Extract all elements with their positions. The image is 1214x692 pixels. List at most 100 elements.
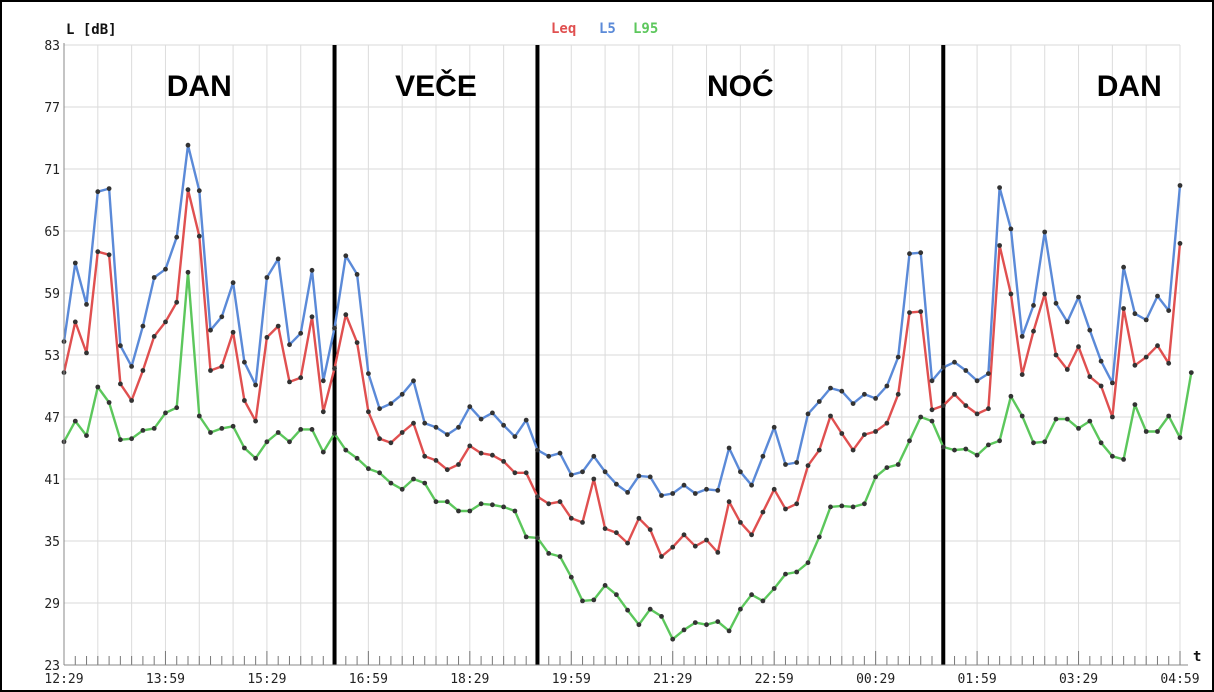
data-point-leq [805,463,811,468]
data-point-l5 [873,396,878,401]
series-leq [61,187,1183,559]
data-point-leq [726,499,732,505]
y-tick-label: 77 [44,101,60,116]
data-point-leq [422,453,428,459]
data-point-l5 [196,188,202,194]
data-point-l5 [332,325,337,331]
data-point-leq [546,501,552,507]
data-point-leq [783,506,788,512]
data-point-l95 [783,571,788,577]
data-point-l5 [287,342,292,348]
data-point-leq [636,515,642,521]
period-dividers: DAN VEČE NOĆ DAN [167,45,1162,665]
data-point-l5 [208,327,213,333]
data-point-l95 [422,480,428,486]
data-point-leq [535,494,540,499]
data-point-l95 [523,534,529,540]
data-point-l95 [163,410,168,416]
data-point-l95 [129,436,135,442]
y-tick-label: 47 [44,411,60,426]
data-point-l95 [151,426,157,431]
data-point-leq [332,366,337,371]
data-point-leq [1177,241,1183,246]
data-point-l5 [174,234,180,240]
data-point-l5 [95,189,101,195]
data-point-l95 [512,508,518,514]
x-tick-label: 19:59 [552,672,591,687]
data-point-leq [309,314,315,320]
data-point-l5 [907,251,912,257]
data-point-l5 [1121,264,1126,270]
series-l5 [61,142,1183,498]
data-point-l95 [535,535,540,541]
data-point-l5 [895,354,901,360]
data-point-l5 [411,378,416,384]
data-point-l5 [816,399,822,404]
data-point-l5 [298,330,304,336]
data-point-l95 [862,501,867,507]
y-tick-label: 41 [44,473,60,488]
data-point-l95 [918,414,924,420]
data-point-l95 [839,503,845,509]
data-point-leq [1008,291,1014,297]
x-tick-label: 04:59 [1160,672,1199,687]
data-point-l95 [490,502,495,508]
data-point-l5 [884,383,890,389]
period-label: VEČE [395,69,477,103]
data-point-l95 [929,418,935,424]
data-point-leq [399,430,405,435]
data-point-l5 [738,469,743,475]
data-point-l95 [377,470,382,476]
data-point-leq [298,375,304,381]
data-point-l5 [1143,317,1149,323]
data-point-l95 [320,449,326,455]
data-point-leq [151,334,157,339]
data-point-leq [106,252,112,258]
data-point-l95 [309,427,315,432]
data-point-leq [208,368,213,373]
data-point-l95 [174,405,180,411]
data-point-l5 [366,371,371,376]
data-point-leq [1076,344,1081,350]
data-point-l95 [444,499,450,505]
axis-labels: 23 29 35 41 47 53 59 65 71 77 83 12:29 13:59 15:29 16:… [44,39,1199,687]
data-point-l95 [884,465,890,470]
data-point-leq [681,532,687,538]
data-point-leq [354,340,360,345]
data-point-l95 [1087,418,1093,424]
period-label: DAN [167,70,232,103]
data-point-leq [816,447,822,453]
data-point-l5 [512,434,518,439]
data-point-l5 [1064,319,1070,325]
data-point-leq [478,450,484,456]
data-point-leq [264,335,270,340]
data-point-leq [591,476,597,482]
data-point-l95 [1110,453,1115,459]
data-point-l5 [388,401,394,406]
data-point-l95 [433,499,439,505]
data-point-l95 [478,501,484,507]
data-point-l5 [614,481,619,487]
data-point-l5 [997,185,1002,191]
data-point-l5 [546,453,552,459]
data-point-l5 [715,488,721,493]
data-point-leq [366,409,371,415]
data-point-l5 [749,482,754,488]
data-point-l95 [997,438,1002,444]
data-point-leq [963,403,969,408]
data-point-l95 [614,592,619,598]
y-tick-label: 71 [44,163,60,178]
x-tick-label: 21:29 [653,672,692,687]
data-point-l95 [602,583,608,588]
data-point-leq [884,420,890,426]
data-point-l5 [1042,229,1048,235]
data-point-l95 [1177,435,1183,441]
data-point-leq [1042,291,1048,297]
data-point-l5 [1087,327,1093,333]
data-point-leq [1155,343,1160,349]
x-tick-label: 16:59 [349,672,388,687]
data-point-l5 [129,364,135,369]
data-point-l95 [1064,416,1070,422]
axes [63,43,1188,666]
data-point-leq [771,486,777,492]
